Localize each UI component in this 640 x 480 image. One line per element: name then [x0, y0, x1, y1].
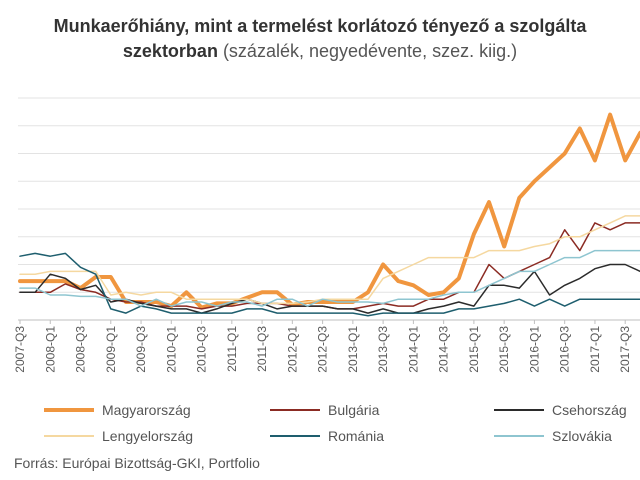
x-tick-label: 2016-Q1 — [527, 326, 541, 373]
x-tick-label: 2015-Q1 — [467, 326, 481, 373]
x-tick-label: 2008-Q1 — [43, 326, 57, 373]
x-tick-label: 2013-Q3 — [376, 326, 390, 373]
legend-item: Csehország — [494, 402, 627, 418]
legend-label: Magyarország — [102, 402, 191, 418]
chart-title-line1: Munkaerőhiány, mint a termelést korlátoz… — [53, 16, 587, 36]
series-line-5 — [19, 249, 640, 307]
x-tick-label: 2011-Q1 — [225, 326, 239, 372]
legend-swatch — [270, 435, 320, 437]
legend-item: Románia — [270, 428, 384, 444]
x-tick-label: 2016-Q3 — [558, 326, 572, 373]
series-line-4 — [19, 252, 640, 317]
x-tick-label: 2007-Q3 — [13, 326, 27, 373]
x-tick-label: 2017-Q1 — [588, 326, 602, 373]
legend-swatch — [494, 435, 544, 437]
legend-item: Bulgária — [270, 402, 379, 418]
legend-swatch — [44, 408, 94, 412]
legend-label: Szlovákia — [552, 428, 612, 444]
x-tick-label: 2014-Q1 — [406, 326, 420, 373]
legend-swatch — [44, 435, 94, 437]
x-tick-label: 2012-Q1 — [285, 326, 299, 373]
x-tick-label: 2010-Q3 — [195, 326, 209, 373]
x-tick-label: 2010-Q1 — [164, 326, 178, 373]
chart-title-line2-bold: szektorban — [122, 41, 218, 61]
series-line-3 — [19, 215, 640, 305]
x-tick-label: 2012-Q3 — [316, 326, 330, 373]
source-note: Forrás: Európai Bizottság-GKI, Portfolio — [14, 455, 260, 471]
legend-swatch — [494, 409, 544, 411]
legend-item: Szlovákia — [494, 428, 612, 444]
series-line-0 — [18, 112, 640, 310]
chart-title-line2-rest: (százalék, negyedévente, szez. kiig.) — [217, 41, 518, 61]
x-tick-label: 2008-Q3 — [74, 326, 88, 373]
x-tick-label: 2011-Q3 — [255, 326, 269, 372]
legend-label: Csehország — [552, 402, 627, 418]
legend: Magyarország Bulgária Csehország Lengyelors… — [0, 400, 640, 452]
legend-label: Románia — [328, 428, 385, 444]
x-tick-label: 2009-Q3 — [134, 326, 148, 373]
line-chart: 2007-Q3 2008-Q1 2008-Q3 2009-Q1 2009-Q3 2010-… — [13, 97, 640, 373]
legend-label: Bulgária — [328, 402, 380, 418]
legend-item: Magyarország — [44, 402, 191, 418]
legend-swatch — [270, 409, 320, 411]
legend-item: Lengyelország — [44, 428, 193, 444]
x-tick-label: 2014-Q3 — [437, 326, 451, 373]
x-tick-label: 2009-Q1 — [104, 326, 118, 373]
x-tick-label: 2013-Q1 — [346, 326, 360, 373]
chart-title: Munkaerőhiány, mint a termelést korlátoz… — [0, 14, 640, 64]
legend-label: Lengyelország — [102, 428, 194, 444]
x-tick-label: 2017-Q3 — [618, 326, 632, 373]
x-tick-label: 2015-Q3 — [497, 326, 511, 373]
